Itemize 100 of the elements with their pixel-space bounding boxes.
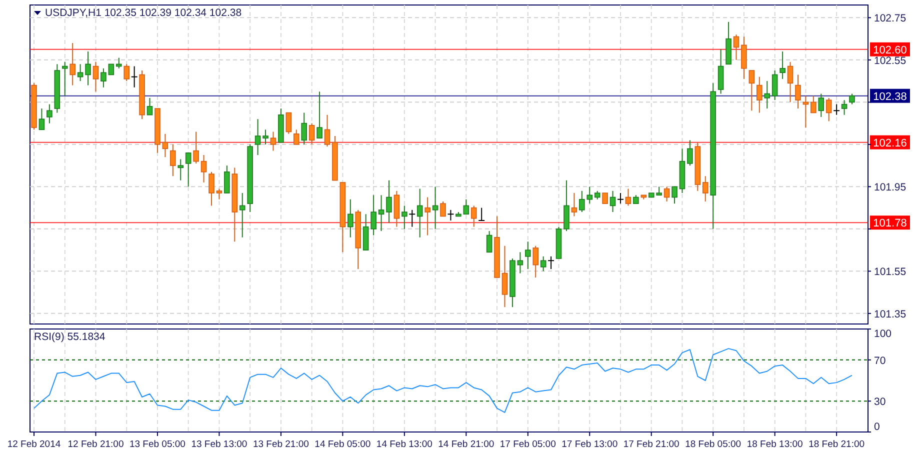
candlestick: [254, 118, 261, 156]
y-tick-label: 101.55: [874, 266, 906, 278]
y-tick-label: 100: [874, 328, 892, 340]
candlestick: [486, 230, 492, 253]
candlestick: [664, 186, 670, 202]
candlestick: [564, 180, 570, 232]
candlestick: [193, 131, 199, 164]
candlestick: [764, 80, 770, 110]
candlestick: [170, 144, 176, 177]
candlestick: [77, 64, 84, 82]
x-tick-label: 17 Feb 21:00: [623, 439, 680, 450]
y-tick-label: 102.75: [874, 12, 906, 25]
candlestick: [116, 57, 122, 69]
y-tick-label: 101.95: [874, 182, 906, 194]
ref-line-label: 102.60: [873, 44, 907, 56]
candlestick: [185, 152, 192, 188]
candlestick: [571, 192, 578, 217]
candlestick: [741, 36, 747, 80]
candlestick: [200, 154, 207, 183]
candlestick: [447, 209, 454, 221]
candlestick: [293, 129, 300, 145]
ref-line-label: 102.16: [873, 137, 907, 150]
candlestick: [833, 104, 840, 116]
candlestick: [470, 205, 477, 228]
candlestick: [46, 104, 52, 124]
x-tick-label: 12 Feb 21:00: [68, 439, 124, 450]
candlestick: [672, 186, 678, 204]
y-tick-label: 30: [874, 396, 886, 408]
candlestick: [130, 66, 138, 88]
x-tick-label: 14 Feb 05:00: [314, 439, 371, 450]
candlestick: [616, 192, 624, 204]
candlestick: [270, 131, 276, 152]
candlestick: [733, 34, 740, 60]
candlestick: [548, 256, 555, 270]
candlestick: [262, 129, 268, 145]
candlestick: [841, 100, 848, 116]
x-tick-label: 13 Feb 05:00: [129, 439, 186, 450]
candlestick: [463, 198, 470, 215]
x-tick-label: 13 Feb 21:00: [252, 439, 309, 450]
y-tick-label: 102.55: [874, 54, 906, 67]
candlestick: [362, 214, 369, 251]
candlestick: [849, 93, 855, 105]
x-tick-label: 14 Feb 13:00: [376, 439, 432, 450]
candlestick: [780, 50, 786, 80]
candlestick: [378, 194, 384, 232]
candlestick: [478, 207, 486, 221]
candlestick: [208, 171, 214, 206]
candlestick: [239, 192, 246, 238]
candlestick: [795, 74, 801, 110]
candlestick: [424, 196, 430, 236]
candlestick: [517, 252, 524, 274]
candlestick: [772, 70, 778, 101]
y-tick-label: 0: [874, 421, 880, 433]
candlestick: [810, 95, 816, 114]
candlestick: [440, 200, 446, 217]
candlestick: [301, 112, 307, 145]
y-tick-label: 101.35: [874, 308, 906, 320]
candlestick: [416, 188, 423, 238]
candlestick: [532, 245, 539, 278]
candlestick: [324, 114, 330, 148]
candlestick: [124, 64, 130, 82]
candlestick: [687, 140, 693, 166]
candlestick: [85, 50, 91, 86]
candlestick: [432, 186, 438, 230]
candlestick: [718, 48, 724, 94]
candlestick: [162, 133, 168, 158]
candlestick: [402, 205, 408, 230]
x-tick-label: 17 Feb 05:00: [500, 439, 556, 450]
candlestick: [610, 190, 616, 213]
candlestick: [502, 245, 508, 308]
candlestick: [625, 188, 632, 206]
y-tick-label: 70: [874, 354, 886, 367]
candlestick: [602, 192, 608, 204]
candlestick: [394, 190, 400, 228]
candlestick: [108, 64, 114, 76]
candlestick: [702, 176, 708, 202]
x-tick-label: 14 Feb 21:00: [438, 439, 494, 450]
candlestick: [38, 108, 45, 130]
x-tick-label: 18 Feb 13:00: [746, 439, 803, 450]
candlestick: [748, 70, 755, 112]
candlestick: [826, 97, 832, 122]
candlestick: [286, 112, 292, 134]
candlestick: [70, 42, 76, 86]
x-tick-label: 18 Feb 05:00: [685, 439, 742, 450]
candlestick: [540, 256, 546, 272]
candlestick: [524, 241, 531, 270]
candlestick: [62, 62, 68, 96]
x-tick-label: 17 Feb 13:00: [562, 439, 618, 450]
candlestick: [216, 188, 222, 200]
ref-line-label: 101.78: [873, 218, 907, 230]
chart-title: RSI(9) 55.1834: [34, 331, 106, 343]
candlestick: [178, 158, 184, 181]
candlestick: [308, 122, 315, 145]
ref-line-label: 102.38: [873, 90, 907, 103]
candlestick: [756, 76, 762, 114]
x-tick-label: 18 Feb 21:00: [808, 439, 865, 450]
x-tick-label: 13 Feb 13:00: [191, 439, 248, 450]
candlestick: [386, 180, 392, 224]
candlestick: [818, 93, 824, 118]
candlestick: [316, 91, 322, 139]
